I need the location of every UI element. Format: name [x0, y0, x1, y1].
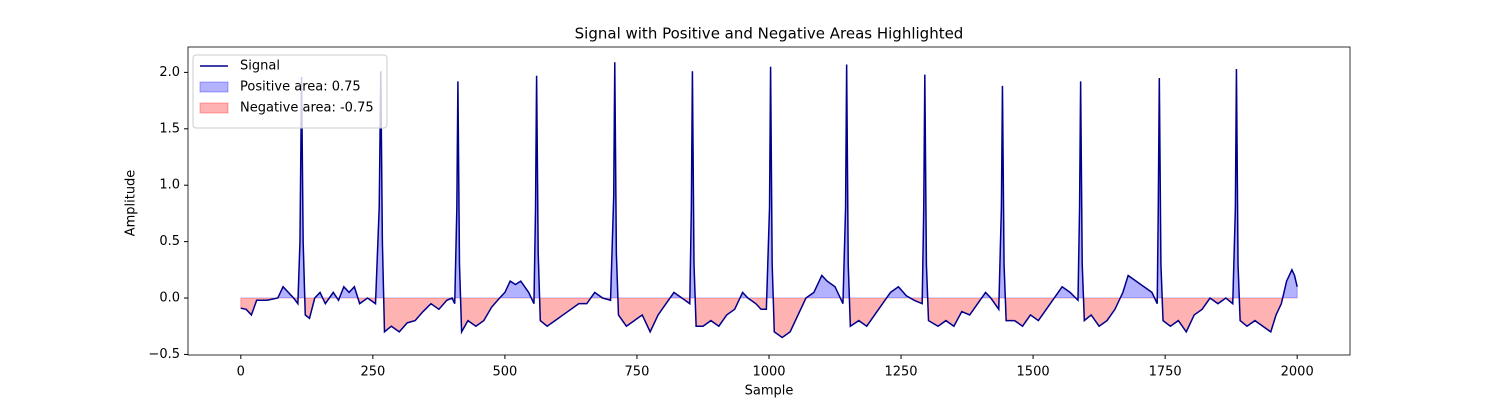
- legend-label: Negative area: -0.75: [240, 101, 374, 116]
- legend-patch: [199, 81, 229, 93]
- y-tick-label: −0.5: [148, 347, 180, 362]
- legend-label: Positive area: 0.75: [240, 80, 361, 95]
- x-tick-label: 1750: [1149, 365, 1182, 380]
- plot-frame: [187, 46, 1351, 356]
- x-tick-label: 2000: [1281, 365, 1314, 380]
- x-tick-label: 500: [492, 365, 517, 380]
- signal-line: [240, 62, 1298, 339]
- chart-title: Signal with Positive and Negative Areas …: [575, 25, 964, 43]
- y-tick-label: 2.0: [159, 65, 180, 80]
- x-tick-label: 1500: [1017, 365, 1050, 380]
- y-axis-label: Amplitude: [124, 170, 139, 237]
- y-tick-label: 1.5: [159, 121, 180, 136]
- x-tick-label: 250: [360, 365, 385, 380]
- x-tick-label: 0: [237, 365, 245, 380]
- x-tick-label: 1250: [884, 365, 917, 380]
- y-tick-label: 1.0: [159, 178, 180, 193]
- y-tick-label: 0.0: [159, 291, 180, 306]
- x-axis-label: Sample: [745, 384, 794, 399]
- legend-label: Signal: [240, 59, 280, 74]
- x-tick-label: 1000: [752, 365, 785, 380]
- legend: Signal Positive area: 0.75 Negative area: …: [192, 54, 388, 129]
- y-tick-label: 0.5: [159, 234, 180, 249]
- x-tick-label: 750: [625, 365, 650, 380]
- legend-patch: [199, 102, 229, 114]
- legend-frame: [192, 54, 388, 129]
